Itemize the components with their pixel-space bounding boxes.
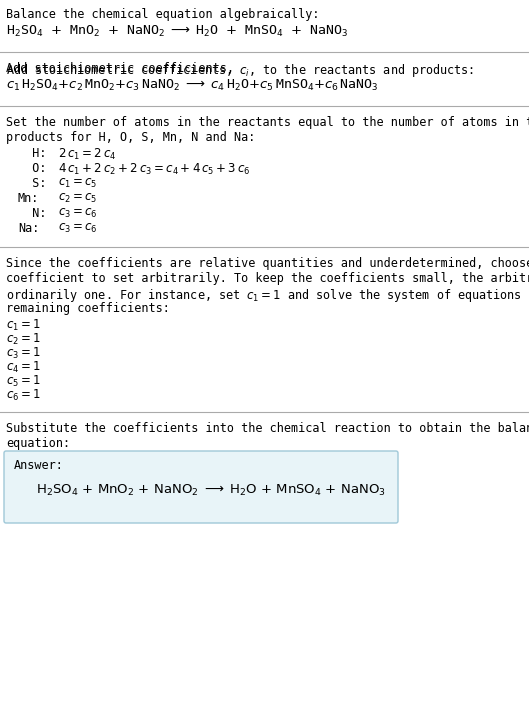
Text: $c_1 = 1$: $c_1 = 1$: [6, 318, 41, 333]
Text: remaining coefficients:: remaining coefficients:: [6, 302, 170, 315]
Text: Set the number of atoms in the reactants equal to the number of atoms in the: Set the number of atoms in the reactants…: [6, 116, 529, 129]
Text: $c_6 = 1$: $c_6 = 1$: [6, 388, 41, 403]
Text: $c_2 = 1$: $c_2 = 1$: [6, 332, 41, 347]
Text: $4\,c_1 + 2\,c_2 + 2\,c_3 = c_4 + 4\,c_5 + 3\,c_6$: $4\,c_1 + 2\,c_2 + 2\,c_3 = c_4 + 4\,c_5…: [58, 162, 250, 177]
Text: Na:: Na:: [18, 222, 39, 235]
Text: $c_2 = c_5$: $c_2 = c_5$: [58, 192, 97, 205]
Text: Since the coefficients are relative quantities and underdetermined, choose a: Since the coefficients are relative quan…: [6, 257, 529, 270]
Text: Add stoichiometric coefficients,: Add stoichiometric coefficients,: [6, 62, 241, 75]
Text: $c_1 = c_5$: $c_1 = c_5$: [58, 177, 97, 190]
Text: $\mathregular{H_2SO_4}$ $+$ $\mathregular{MnO_2}$ $+$ $\mathregular{NaNO_2}$$\;\: $\mathregular{H_2SO_4}$ $+$ $\mathregula…: [36, 483, 386, 498]
Text: $c_3 = c_6$: $c_3 = c_6$: [58, 207, 98, 220]
Text: $c_3 = c_6$: $c_3 = c_6$: [58, 222, 98, 235]
Text: products for H, O, S, Mn, N and Na:: products for H, O, S, Mn, N and Na:: [6, 131, 256, 144]
Text: $c_4 = 1$: $c_4 = 1$: [6, 360, 41, 375]
Text: $c_3 = 1$: $c_3 = 1$: [6, 346, 41, 361]
Text: Answer:: Answer:: [14, 459, 64, 472]
Text: Balance the chemical equation algebraically:: Balance the chemical equation algebraica…: [6, 8, 320, 21]
Text: Mn:: Mn:: [18, 192, 39, 205]
Text: $c_1\,$$\mathregular{H_2SO_4}$$ + c_2\,$$\mathregular{MnO_2}$$ + c_3\,$$\mathreg: $c_1\,$$\mathregular{H_2SO_4}$$ + c_2\,$…: [6, 78, 379, 93]
Text: $\mathregular{H_2SO_4}$ $+$ $\mathregular{MnO_2}$ $+$ $\mathregular{NaNO_2}$$\;\: $\mathregular{H_2SO_4}$ $+$ $\mathregula…: [6, 24, 348, 39]
Text: N:: N:: [18, 207, 47, 220]
FancyBboxPatch shape: [4, 451, 398, 523]
Text: coefficient to set arbitrarily. To keep the coefficients small, the arbitrary va: coefficient to set arbitrarily. To keep …: [6, 272, 529, 285]
Text: $2\,c_1 = 2\,c_4$: $2\,c_1 = 2\,c_4$: [58, 147, 116, 162]
Text: Add stoichiometric coefficients, $c_i$, to the reactants and products:: Add stoichiometric coefficients, $c_i$, …: [6, 62, 474, 79]
Text: equation:: equation:: [6, 437, 70, 450]
Text: S:: S:: [18, 177, 47, 190]
Text: $c_5 = 1$: $c_5 = 1$: [6, 374, 41, 389]
Text: Substitute the coefficients into the chemical reaction to obtain the balanced: Substitute the coefficients into the che…: [6, 422, 529, 435]
Text: H:: H:: [18, 147, 47, 160]
Text: O:: O:: [18, 162, 47, 175]
Text: ordinarily one. For instance, set $c_1 = 1$ and solve the system of equations fo: ordinarily one. For instance, set $c_1 =…: [6, 287, 529, 304]
